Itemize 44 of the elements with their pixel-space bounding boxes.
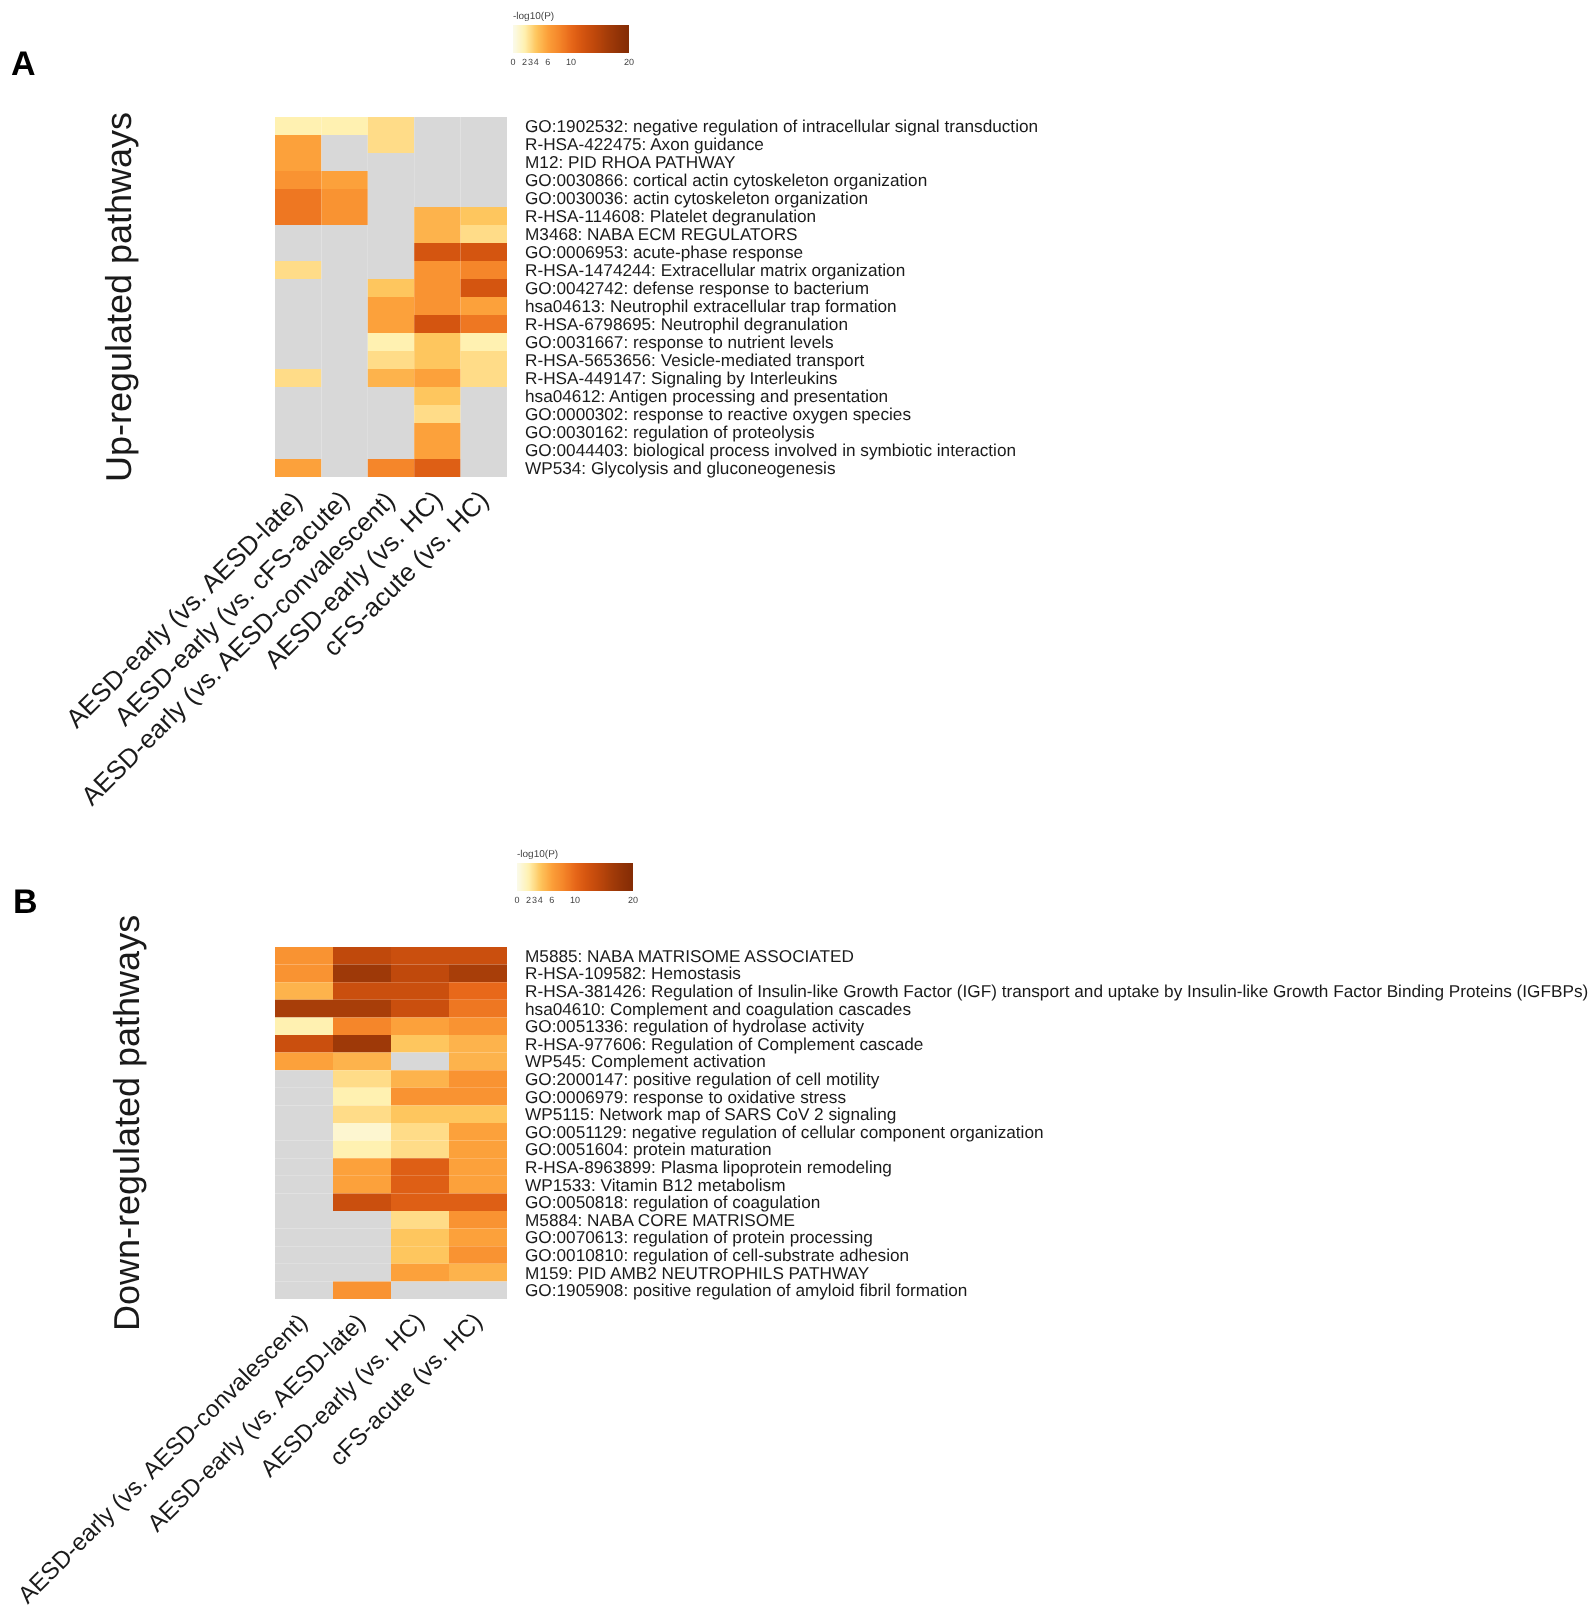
chart-title: A	[11, 45, 36, 83]
y-tick-label: hsa04610: Complement and coagulation cascades	[525, 998, 912, 1019]
y-tick-label: R-HSA-114608: Platelet degranulation	[525, 206, 817, 226]
y-tick-label: GO:0010810: regulation of cell-substrate adhesion	[525, 1245, 910, 1265]
y-tick-label: GO:0006953: acute-phase response	[525, 242, 804, 262]
y-tick-label: GO:0031667: response to nutrient levels	[525, 332, 834, 352]
y-axis-title: Up-regulated pathways	[99, 111, 139, 483]
y-tick-label: R-HSA-381426: Regulation of Insulin-like Growth Factor (IGF) transport and uptake by Insulin-like Growth Factor Binding Proteins (IGFBPs)	[525, 981, 1589, 1001]
y-tick-label: GO:2000147: positive regulation of cell motility	[525, 1069, 881, 1089]
y-tick-label: R-HSA-109582: Hemostasis	[525, 963, 741, 984]
y-tick-label: WP1533: Vitamin B12 metabolism	[525, 1174, 786, 1195]
y-tick-label: GO:0030036: actin cytoskeleton organization	[525, 188, 869, 208]
y-tick-label: GO:0030162: regulation of proteolysis	[525, 422, 815, 442]
y-tick-label: R-HSA-8963899: Plasma lipoprotein remodeling	[525, 1157, 893, 1177]
y-tick-label: GO:0030866: cortical actin cytoskeleton organization	[525, 170, 928, 190]
y-tick-label: M5885: NABA MATRISOME ASSOCIATED	[525, 945, 854, 966]
y-tick-label: GO:1902532: negative regulation of intracellular signal transduction	[525, 116, 1039, 136]
chart-title: B	[13, 883, 38, 921]
y-tick-label: R-HSA-449147: Signaling by Interleukins	[525, 368, 838, 388]
y-tick-label: M159: PID AMB2 NEUTROPHILS PATHWAY	[525, 1262, 870, 1283]
y-tick-label: GO:0050818: regulation of coagulation	[525, 1192, 821, 1213]
y-tick-label: R-HSA-1474244: Extracellular matrix organization	[525, 260, 906, 280]
y-tick-label: hsa04612: Antigen processing and presentation	[525, 386, 889, 406]
y-tick-label: M3468: NABA ECM REGULATORS	[525, 224, 799, 244]
y-tick-label: WP5115: Network map of SARS CoV 2 signaling	[525, 1104, 897, 1125]
y-tick-label: GO:1905908: positive regulation of amyloid fibril formation	[525, 1280, 968, 1301]
y-tick-label: M12: PID RHOA PATHWAY	[525, 152, 736, 172]
y-axis-title: Down-regulated pathways	[107, 914, 147, 1332]
y-tick-label: GO:0051336: regulation of hydrolase activity	[525, 1016, 866, 1037]
y-tick-label: R-HSA-6798695: Neutrophil degranulation	[525, 314, 849, 334]
y-tick-label: R-HSA-5653656: Vesicle-mediated transport	[525, 350, 866, 370]
y-tick-label: GO:0042742: defense response to bacterium	[525, 278, 869, 298]
y-tick-label: R-HSA-422475: Axon guidance	[525, 134, 765, 154]
y-tick-label: M5884: NABA CORE MATRISOME	[525, 1209, 796, 1230]
y-tick-label: GO:0070613: regulation of protein processing	[525, 1227, 874, 1248]
y-tick-label: GO:0000302: response to reactive oxygen species	[525, 404, 911, 424]
y-tick-label: WP534: Glycolysis and gluconeogenesis	[525, 458, 836, 478]
y-tick-label: R-HSA-977606: Regulation of Complement cascade	[525, 1033, 924, 1054]
y-tick-label: GO:0044403: biological process involved in symbiotic interaction	[525, 440, 1017, 460]
y-tick-label: GO:0051129: negative regulation of cellular component organization	[525, 1121, 1044, 1142]
y-tick-label: WP545: Complement activation	[525, 1051, 767, 1072]
y-tick-label: GO:0006979: response to oxidative stress	[525, 1086, 847, 1107]
y-tick-label: GO:0051604: protein maturation	[525, 1139, 772, 1160]
y-tick-label: hsa04613: Neutrophil extracellular trap formation	[525, 296, 898, 316]
